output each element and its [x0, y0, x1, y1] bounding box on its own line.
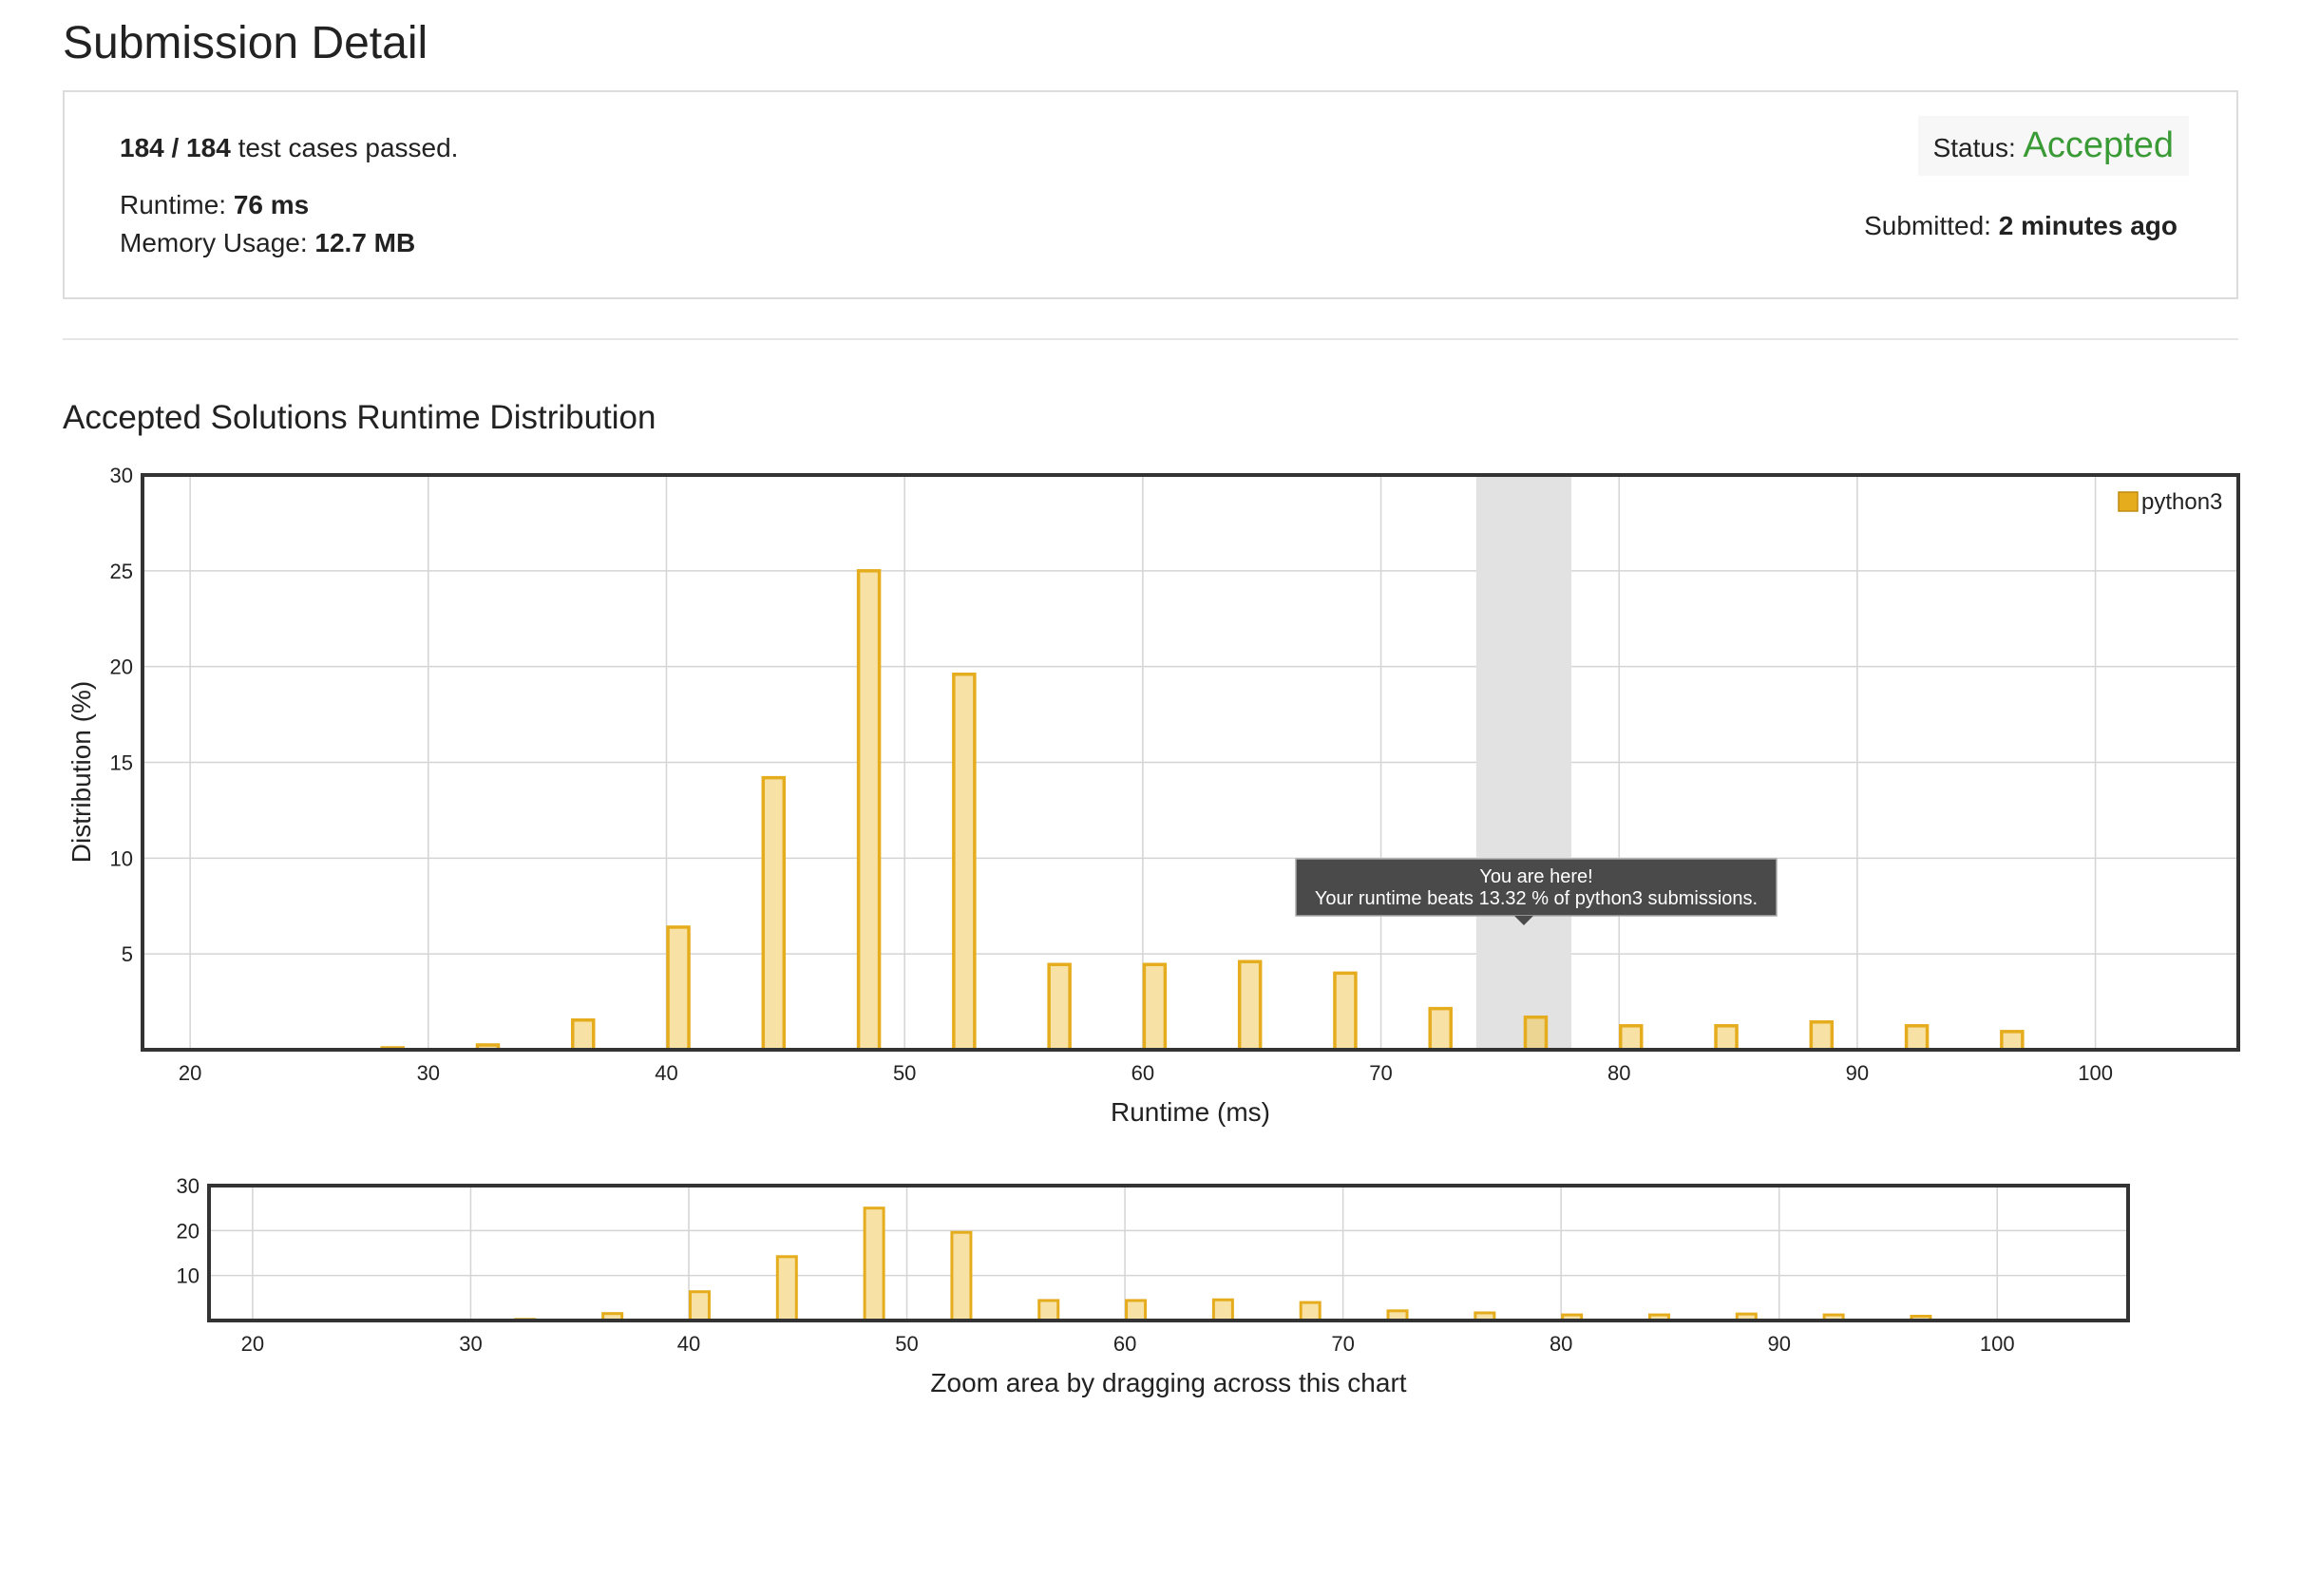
overview-x-tick-label: 80 [1550, 1332, 1572, 1356]
bar-runtime-68.5[interactable] [1333, 971, 1358, 1052]
runtime-distribution-chart[interactable]: 5 10 15 20 25 30 20 30 40 50 60 70 80 90 100 Runtime … [0, 456, 2301, 1596]
memory-line: Memory Usage: 12.7 MB [120, 228, 415, 258]
submitted-line: Submitted: 2 minutes ago [1864, 211, 2177, 241]
y-tick-label: 30 [110, 464, 133, 487]
bar-runtime-36.5[interactable] [571, 1017, 596, 1052]
overview-x-tick-label: 40 [677, 1332, 700, 1356]
x-tick-label: 100 [2078, 1061, 2113, 1085]
bar-runtime-88.5[interactable] [1809, 1020, 1835, 1052]
main-chart-plot-frame[interactable] [141, 473, 2240, 1052]
x-tick-label: 90 [1846, 1061, 1869, 1085]
bar-runtime-48.5[interactable] [856, 569, 882, 1052]
x-tick-label: 20 [179, 1061, 201, 1085]
tooltip-message: Your runtime beats 13.32 % of python3 su… [1315, 888, 1758, 909]
y-tick-label: 25 [110, 560, 133, 583]
overview-bar-runtime-52.5 [950, 1230, 973, 1322]
section-divider [63, 338, 2238, 340]
overview-bar-runtime-60.5 [1125, 1299, 1148, 1322]
submission-summary: 184 / 184 test cases passed. Runtime: 76… [63, 90, 2238, 299]
overview-chart-bars [427, 1206, 1932, 1323]
overview-plot-frame[interactable] [207, 1184, 2130, 1322]
tooltip-title: You are here! [1479, 866, 1592, 887]
y-tick-label: 15 [110, 751, 133, 775]
legend-label-python3: python3 [2141, 489, 2222, 515]
y-axis-label: Distribution (%) [67, 681, 96, 863]
overview-x-tick-label: 90 [1767, 1332, 1790, 1356]
cases-passed-count: 184 / 184 [120, 133, 231, 162]
runtime-value: 76 ms [233, 190, 310, 219]
main-chart-x-ticks: 20 30 40 50 60 70 80 90 100 [179, 1061, 2113, 1085]
tooltip-arrow [1513, 916, 1533, 925]
bar-runtime-64.5[interactable] [1237, 960, 1263, 1052]
overview-x-tick-label: 20 [241, 1332, 264, 1356]
runtime-line: Runtime: 76 ms [120, 190, 309, 220]
main-chart-bars [380, 569, 2025, 1052]
bar-runtime-60.5[interactable] [1142, 962, 1168, 1052]
current-runtime-highlight [1475, 475, 1572, 1050]
overview-bar-runtime-40.5 [688, 1290, 711, 1322]
runtime-tooltip: You are here! Your runtime beats 13.32 %… [1295, 858, 1778, 925]
bar-runtime-76.5[interactable] [1523, 1015, 1549, 1052]
overview-y-tick-label: 30 [177, 1174, 200, 1198]
chart-legend[interactable]: python3 [2118, 489, 2222, 515]
overview-y-tick-label: 20 [177, 1219, 200, 1243]
bar-runtime-40.5[interactable] [666, 925, 691, 1052]
x-tick-label: 40 [655, 1061, 677, 1085]
x-tick-label: 30 [417, 1061, 440, 1085]
status-badge: Status: Accepted [1917, 116, 2189, 176]
overview-y-tick-label: 10 [177, 1264, 200, 1288]
bar-runtime-56.5[interactable] [1047, 962, 1072, 1052]
legend-swatch-python3 [2118, 491, 2139, 512]
overview-bar-runtime-48.5 [863, 1206, 885, 1322]
bar-runtime-84.5[interactable] [1714, 1024, 1739, 1052]
overview-chart-grid [209, 1185, 2128, 1320]
status-value: Accepted [2023, 125, 2174, 165]
test-cases-line: 184 / 184 test cases passed. [120, 133, 458, 163]
page-title: Submission Detail [63, 18, 428, 68]
x-tick-label: 70 [1369, 1061, 1392, 1085]
submitted-value: 2 minutes ago [1998, 211, 2177, 240]
x-tick-label: 50 [893, 1061, 916, 1085]
memory-label: Memory Usage: [120, 228, 308, 257]
zoom-overview-chart[interactable]: 10 20 30 20 30 40 50 60 70 80 90 100 Zoom area by … [0, 1140, 2301, 1406]
x-tick-label: 60 [1131, 1061, 1154, 1085]
x-axis-label: Runtime (ms) [1111, 1097, 1270, 1127]
overview-x-tick-label: 100 [1980, 1332, 2015, 1356]
overview-bar-runtime-44.5 [775, 1255, 798, 1322]
overview-x-ticks: 20 30 40 50 60 70 80 90 100 [241, 1332, 2015, 1356]
bar-runtime-72.5[interactable] [1428, 1006, 1453, 1052]
bar-runtime-80.5[interactable] [1619, 1024, 1644, 1052]
overview-y-ticks: 10 20 30 [177, 1174, 200, 1288]
submitted-label: Submitted: [1864, 211, 1991, 240]
x-tick-label: 80 [1607, 1061, 1630, 1085]
bar-runtime-96.5[interactable] [2000, 1030, 2025, 1052]
overview-x-tick-label: 60 [1113, 1332, 1136, 1356]
bar-runtime-44.5[interactable] [761, 775, 787, 1052]
y-tick-label: 10 [110, 846, 133, 870]
bar-runtime-92.5[interactable] [1904, 1024, 1930, 1052]
tooltip-box [1295, 858, 1778, 917]
main-chart-y-ticks: 5 10 15 20 25 30 [110, 464, 133, 966]
overview-bar-runtime-64.5 [1211, 1298, 1234, 1322]
bar-runtime-52.5[interactable] [952, 672, 977, 1052]
main-chart-grid [143, 474, 2238, 1050]
status-label: Status: [1932, 133, 2016, 162]
overview-x-tick-label: 70 [1331, 1332, 1354, 1356]
overview-bar-runtime-56.5 [1037, 1299, 1060, 1322]
y-tick-label: 5 [122, 942, 133, 966]
y-tick-label: 20 [110, 656, 133, 679]
section-title: Accepted Solutions Runtime Distribution [63, 399, 656, 436]
overview-x-tick-label: 50 [895, 1332, 918, 1356]
zoom-hint: Zoom area by dragging across this chart [930, 1368, 1406, 1397]
runtime-label: Runtime: [120, 190, 227, 219]
memory-value: 12.7 MB [314, 228, 416, 257]
cases-passed-text: test cases passed. [238, 133, 459, 162]
overview-bar-runtime-68.5 [1299, 1301, 1322, 1322]
overview-x-tick-label: 30 [459, 1332, 482, 1356]
